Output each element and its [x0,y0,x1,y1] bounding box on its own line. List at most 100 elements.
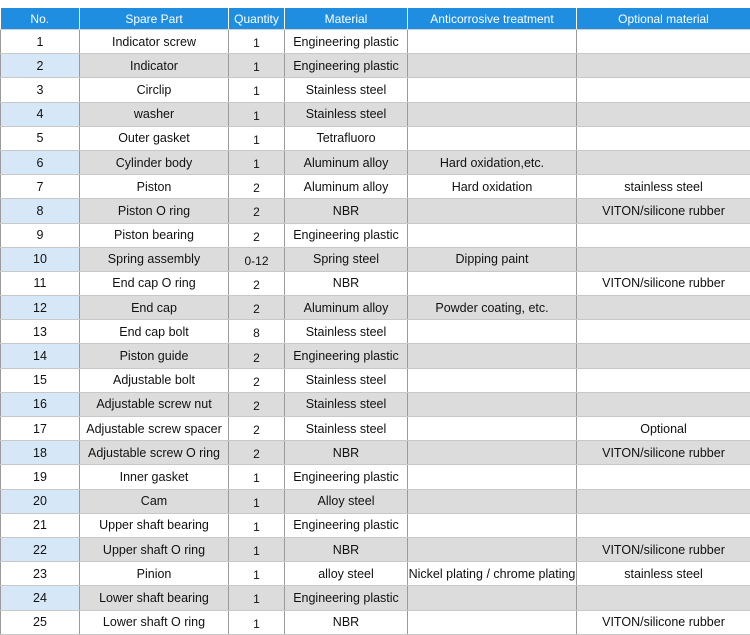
cell-spare-part: Adjustable bolt [80,368,229,392]
cell-no: 9 [1,223,80,247]
cell-material: Aluminum alloy [285,175,408,199]
cell-anticorrosive-treatment [408,126,577,150]
cell-quantity: 2 [229,296,285,320]
cell-spare-part: Indicator screw [80,30,229,54]
cell-no: 7 [1,175,80,199]
cell-material: Stainless steel [285,320,408,344]
cell-spare-part: Outer gasket [80,126,229,150]
cell-optional-material: VITON/silicone rubber [577,199,750,223]
cell-spare-part: Circlip [80,78,229,102]
cell-spare-part: washer [80,102,229,126]
cell-no: 6 [1,150,80,174]
cell-no: 23 [1,562,80,586]
cell-optional-material: VITON/silicone rubber [577,441,750,465]
cell-anticorrosive-treatment: Hard oxidation [408,175,577,199]
cell-quantity: 1 [229,150,285,174]
cell-spare-part: Pinion [80,562,229,586]
cell-anticorrosive-treatment: Powder coating, etc. [408,296,577,320]
cell-material: Stainless steel [285,78,408,102]
cell-optional-material [577,223,750,247]
cell-quantity: 1 [229,610,285,634]
cell-spare-part: Adjustable screw nut [80,392,229,416]
cell-anticorrosive-treatment [408,513,577,537]
cell-material: Aluminum alloy [285,296,408,320]
cell-spare-part: Spring assembly [80,247,229,271]
cell-quantity: 1 [229,30,285,54]
cell-anticorrosive-treatment [408,54,577,78]
cell-spare-part: Lower shaft bearing [80,586,229,610]
cell-material: Stainless steel [285,368,408,392]
cell-anticorrosive-treatment [408,30,577,54]
cell-material: NBR [285,537,408,561]
header-anticorrosive-treatment: Anticorrosive treatment [408,8,577,30]
cell-spare-part: Piston bearing [80,223,229,247]
cell-optional-material [577,368,750,392]
cell-optional-material [577,30,750,54]
header-quantity: Quantity [229,8,285,30]
cell-spare-part: Adjustable screw O ring [80,441,229,465]
cell-spare-part: Adjustable screw spacer [80,417,229,441]
cell-optional-material [577,54,750,78]
cell-optional-material [577,126,750,150]
cell-optional-material [577,344,750,368]
cell-spare-part: Piston O ring [80,199,229,223]
cell-anticorrosive-treatment [408,223,577,247]
cell-no: 13 [1,320,80,344]
cell-optional-material [577,102,750,126]
spare-parts-table: No. Spare Part Quantity Material Anticor… [0,8,750,635]
cell-quantity: 2 [229,417,285,441]
cell-anticorrosive-treatment [408,344,577,368]
cell-no: 12 [1,296,80,320]
cell-optional-material: Optional [577,417,750,441]
header-material: Material [285,8,408,30]
header-optional-material: Optional material [577,8,750,30]
cell-quantity: 2 [229,392,285,416]
cell-anticorrosive-treatment [408,271,577,295]
cell-no: 10 [1,247,80,271]
cell-quantity: 8 [229,320,285,344]
cell-anticorrosive-treatment [408,78,577,102]
cell-anticorrosive-treatment [408,320,577,344]
header-spare-part: Spare Part [80,8,229,30]
cell-no: 16 [1,392,80,416]
cell-no: 18 [1,441,80,465]
cell-optional-material [577,513,750,537]
cell-no: 19 [1,465,80,489]
cell-material: Engineering plastic [285,223,408,247]
cell-anticorrosive-treatment: Dipping paint [408,247,577,271]
cell-material: NBR [285,441,408,465]
cell-no: 21 [1,513,80,537]
cell-spare-part: End cap [80,296,229,320]
cell-material: Engineering plastic [285,54,408,78]
cell-anticorrosive-treatment [408,465,577,489]
cell-material: Spring steel [285,247,408,271]
cell-quantity: 1 [229,489,285,513]
cell-quantity: 2 [229,199,285,223]
cell-no: 3 [1,78,80,102]
cell-optional-material [577,320,750,344]
cell-optional-material [577,465,750,489]
cell-anticorrosive-treatment [408,537,577,561]
cell-material: Tetrafluoro [285,126,408,150]
cell-quantity: 1 [229,54,285,78]
cell-material: Engineering plastic [285,344,408,368]
table-header-row: No. Spare Part Quantity Material Anticor… [1,8,750,30]
cell-no: 24 [1,586,80,610]
cell-material: Engineering plastic [285,30,408,54]
